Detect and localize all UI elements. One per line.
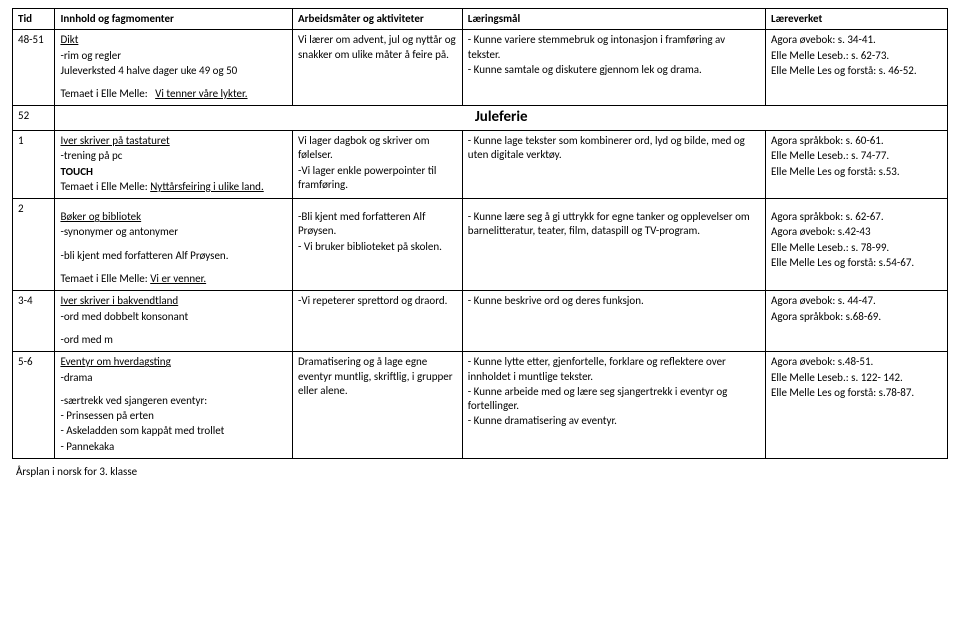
cell-innhold: Eventyr om hverdagsting -drama -særtrekk… <box>55 352 293 459</box>
table-row: 2 Bøker og bibliotek -synonymer og anton… <box>13 199 948 291</box>
cell-innhold: Iver skriver på tastaturet -trening på p… <box>55 130 293 198</box>
topic-line: -trening på pc <box>60 149 287 163</box>
footer-text: Årsplan i norsk for 3. klasse <box>12 459 948 478</box>
book-line: Elle Melle Leseb.: s. 78-99. <box>771 241 942 255</box>
method-line: -Bli kjent med forfatteren Alf Prøysen. <box>298 210 457 239</box>
table-row: 3-4 Iver skriver i bakvendtland -ord med… <box>13 291 948 352</box>
method-line: Vi lager dagbok og skriver om følelser. <box>298 134 457 163</box>
table-row: 5-6 Eventyr om hverdagsting -drama -sært… <box>13 352 948 459</box>
topic-line: -bli kjent med forfatteren Alf Prøysen. <box>60 249 287 263</box>
cell-tid: 3-4 <box>13 291 55 352</box>
book-line: Agora øvebok: s.48-51. <box>771 355 942 369</box>
topic-line: Temaet i Elle Melle: Vi er venner. <box>60 272 287 286</box>
topic-title: Eventyr om hverdagsting <box>60 355 287 369</box>
table-row: 48-51 Dikt -rim og regler Juleverksted 4… <box>13 30 948 106</box>
topic-title: Bøker og bibliotek <box>60 210 287 224</box>
goal-line: - Kunne lytte etter, gjenfortelle, forkl… <box>468 355 760 384</box>
topic-line: -synonymer og antonymer <box>60 225 287 239</box>
topic-line: Temaet i Elle Melle: Nyttårsfeiring i ul… <box>60 180 287 194</box>
book-line: Elle Melle Les og forstå: s.53. <box>771 165 942 179</box>
table-row: 52 Juleferie <box>13 106 948 131</box>
topic-line: -ord med m <box>60 333 287 347</box>
header-row: Tid Innhold og fagmomenter Arbeidsmåter … <box>13 9 948 30</box>
book-line: Elle Melle Les og forstå: s.54-67. <box>771 256 942 270</box>
cell-tid: 2 <box>13 199 55 291</box>
cell-laere: Agora øvebok: s. 34-41. Elle Melle Leseb… <box>766 30 948 106</box>
goal-line: - Kunne dramatisering av eventyr. <box>468 414 760 428</box>
topic-line: - Prinsessen på erten <box>60 409 287 423</box>
cell-arbeid: -Bli kjent med forfatteren Alf Prøysen. … <box>292 199 462 291</box>
topic-title: Dikt <box>60 33 287 47</box>
cell-arbeid: Vi lærer om advent, jul og nyttår og sna… <box>292 30 462 106</box>
cell-innhold: Iver skriver i bakvendtland -ord med dob… <box>55 291 293 352</box>
method-line: -Vi lager enkle powerpointer til framfør… <box>298 164 457 193</box>
book-line: Elle Melle Les og forstå: s. 46-52. <box>771 64 942 78</box>
topic-line: -særtrekk ved sjangeren eventyr: <box>60 394 287 408</box>
cell-laering: - Kunne variere stemmebruk og intonasjon… <box>462 30 765 106</box>
book-line: Elle Melle Les og forstå: s.78-87. <box>771 386 942 400</box>
cell-arbeid: Dramatisering og å lage egne eventyr mun… <box>292 352 462 459</box>
book-line: Agora øvebok: s. 44-47. <box>771 294 942 308</box>
cell-laering: - Kunne lytte etter, gjenfortelle, forkl… <box>462 352 765 459</box>
book-line: Agora øvebok: s. 34-41. <box>771 33 942 47</box>
book-line: Agora språkbok: s.68-69. <box>771 310 942 324</box>
header-tid: Tid <box>13 9 55 30</box>
goal-line: - Kunne samtale og diskutere gjennom lek… <box>468 63 760 77</box>
header-laere: Læreverket <box>766 9 948 30</box>
holiday-cell: Juleferie <box>55 106 948 131</box>
cell-laere: Agora øvebok: s.48-51. Elle Melle Leseb.… <box>766 352 948 459</box>
topic-line: -drama <box>60 371 287 385</box>
topic-title: Iver skriver på tastaturet <box>60 134 287 148</box>
header-arbeid: Arbeidsmåter og aktiviteter <box>292 9 462 30</box>
cell-laering: - Kunne beskrive ord og deres funksjon. <box>462 291 765 352</box>
book-line: Elle Melle Leseb.: s. 122- 142. <box>771 371 942 385</box>
cell-innhold: Bøker og bibliotek -synonymer og antonym… <box>55 199 293 291</box>
topic-line: -ord med dobbelt konsonant <box>60 310 287 324</box>
goal-line: - Kunne arbeide med og lære seg sjangert… <box>468 385 760 414</box>
book-line: Agora språkbok: s. 62-67. <box>771 210 942 224</box>
topic-line: Juleverksted 4 halve dager uke 49 og 50 <box>60 64 287 78</box>
cell-arbeid: -Vi repeterer sprettord og draord. <box>292 291 462 352</box>
cell-tid: 5-6 <box>13 352 55 459</box>
topic-line: - Askeladden som kappåt med trollet <box>60 424 287 438</box>
cell-laering: - Kunne lære seg å gi uttrykk for egne t… <box>462 199 765 291</box>
method-line: - Vi bruker biblioteket på skolen. <box>298 240 457 254</box>
topic-title: Iver skriver i bakvendtland <box>60 294 287 308</box>
cell-tid: 1 <box>13 130 55 198</box>
book-line: Agora øvebok: s.42-43 <box>771 225 942 239</box>
header-laering: Læringsmål <box>462 9 765 30</box>
goal-line: - Kunne lære seg å gi uttrykk for egne t… <box>468 210 760 239</box>
book-line: Elle Melle Leseb.: s. 62-73. <box>771 49 942 63</box>
topic-line: -rim og regler <box>60 49 287 63</box>
goal-line: - Kunne variere stemmebruk og intonasjon… <box>468 33 760 62</box>
header-innhold: Innhold og fagmomenter <box>55 9 293 30</box>
cell-arbeid: Vi lager dagbok og skriver om følelser. … <box>292 130 462 198</box>
topic-line: TOUCH <box>60 165 287 179</box>
cell-laere: Agora språkbok: s. 62-67. Agora øvebok: … <box>766 199 948 291</box>
cell-innhold: Dikt -rim og regler Juleverksted 4 halve… <box>55 30 293 106</box>
cell-laere: Agora språkbok: s. 60-61. Elle Melle Les… <box>766 130 948 198</box>
book-line: Elle Melle Leseb.: s. 74-77. <box>771 149 942 163</box>
table-row: 1 Iver skriver på tastaturet -trening på… <box>13 130 948 198</box>
cell-laering: - Kunne lage tekster som kombinerer ord,… <box>462 130 765 198</box>
cell-tid: 52 <box>13 106 55 131</box>
book-line: Agora språkbok: s. 60-61. <box>771 134 942 148</box>
curriculum-table: Tid Innhold og fagmomenter Arbeidsmåter … <box>12 8 948 459</box>
topic-line: - Pannekaka <box>60 440 287 454</box>
cell-laere: Agora øvebok: s. 44-47. Agora språkbok: … <box>766 291 948 352</box>
topic-line: Temaet i Elle Melle: Vi tenner våre lykt… <box>60 87 287 101</box>
cell-tid: 48-51 <box>13 30 55 106</box>
